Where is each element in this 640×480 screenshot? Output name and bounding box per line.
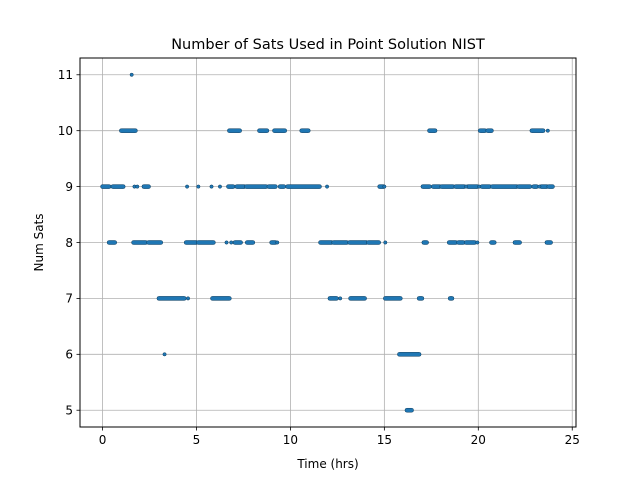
point-run-9-sats xyxy=(285,184,322,189)
point-run-9-sats xyxy=(439,184,456,189)
point-9-sats xyxy=(185,184,190,189)
point-run-8-sats xyxy=(489,240,497,245)
point-run-8-sats xyxy=(331,240,350,245)
point-run-6-sats xyxy=(397,352,422,357)
point-run-10-sats xyxy=(485,128,494,133)
point-run-9-sats xyxy=(490,184,520,189)
point-9-sats xyxy=(196,184,201,189)
point-run-9-sats xyxy=(546,184,555,189)
point-run-9-sats xyxy=(141,184,151,189)
point-run-8-sats xyxy=(106,240,118,245)
point-run-7-sats xyxy=(447,296,455,301)
point-6-sats xyxy=(162,352,167,357)
y-tick-label: 9 xyxy=(65,180,73,194)
point-run-8-sats xyxy=(131,240,149,245)
point-run-8-sats xyxy=(347,240,369,245)
point-9-sats xyxy=(325,184,330,189)
y-axis-ticks: 5 6 7 8 9 10 11 xyxy=(58,68,80,418)
point-8-sats xyxy=(475,240,480,245)
x-tick-label: 5 xyxy=(193,433,201,447)
point-run-10-sats xyxy=(427,128,438,133)
point-run-10-sats xyxy=(257,128,270,133)
point-8-sats xyxy=(383,240,388,245)
y-tick-label: 5 xyxy=(65,404,73,418)
point-9-sats xyxy=(209,184,214,189)
point-run-8-sats xyxy=(244,240,256,245)
x-tick-label: 25 xyxy=(565,433,580,447)
point-run-7-sats xyxy=(383,296,403,301)
point-9-sats xyxy=(477,184,482,189)
point-run-8-sats xyxy=(463,240,477,245)
point-run-8-sats xyxy=(421,240,429,245)
point-7-sats xyxy=(186,296,190,301)
y-tick-label: 11 xyxy=(58,68,73,82)
point-7-sats xyxy=(338,296,343,301)
point-8-sats xyxy=(229,240,234,245)
point-run-8-sats xyxy=(512,240,522,245)
y-tick-label: 10 xyxy=(58,124,73,138)
point-8-sats xyxy=(275,240,280,245)
point-run-7-sats xyxy=(348,296,367,301)
point-run-8-sats xyxy=(446,240,459,245)
point-run-9-sats xyxy=(266,184,278,189)
point-run-7-sats xyxy=(327,296,339,301)
x-tick-label: 20 xyxy=(471,433,486,447)
point-run-10-sats xyxy=(272,128,288,133)
point-run-7-sats xyxy=(210,296,232,301)
point-run-9-sats xyxy=(516,184,533,189)
point-9-sats xyxy=(537,184,542,189)
point-run-9-sats xyxy=(226,184,236,189)
point-run-5-sats xyxy=(404,407,414,413)
x-tick-label: 10 xyxy=(283,433,298,447)
x-tick-label: 15 xyxy=(377,433,392,447)
point-run-8-sats xyxy=(366,240,381,245)
point-9-sats xyxy=(135,184,140,189)
point-8-sats xyxy=(224,240,229,245)
y-tick-label: 8 xyxy=(65,236,73,250)
point-run-7-sats xyxy=(156,296,187,301)
y-tick-label: 7 xyxy=(65,292,73,306)
point-run-8-sats xyxy=(146,240,164,245)
chart-title: Number of Sats Used in Point Solution NI… xyxy=(171,37,485,53)
point-run-9-sats xyxy=(479,184,492,189)
point-run-10-sats xyxy=(299,128,311,133)
x-axis-ticks: 0 5 10 15 20 25 xyxy=(99,427,580,447)
point-run-10-sats xyxy=(529,128,546,133)
point-10-sats xyxy=(545,128,550,133)
point-11-sats xyxy=(129,72,134,77)
point-run-10-sats xyxy=(227,128,242,133)
point-run-9-sats xyxy=(100,184,112,189)
x-tick-label: 0 xyxy=(99,433,107,447)
x-axis-label: Time (hrs) xyxy=(296,457,358,471)
point-9-sats xyxy=(218,184,222,189)
y-tick-label: 6 xyxy=(65,348,73,362)
data-points xyxy=(100,72,555,413)
point-run-7-sats xyxy=(416,296,425,301)
point-9-sats xyxy=(382,184,387,189)
point-run-9-sats xyxy=(244,184,269,189)
point-9-sats xyxy=(464,184,469,189)
y-axis-label: Num Sats xyxy=(32,213,46,271)
point-run-10-sats xyxy=(119,128,138,133)
point-run-8-sats xyxy=(196,240,216,245)
point-run-9-sats xyxy=(110,184,126,189)
point-run-9-sats xyxy=(277,184,287,189)
point-run-9-sats xyxy=(420,184,432,189)
point-run-8-sats xyxy=(544,240,553,245)
point-run-8-sats xyxy=(232,240,243,245)
